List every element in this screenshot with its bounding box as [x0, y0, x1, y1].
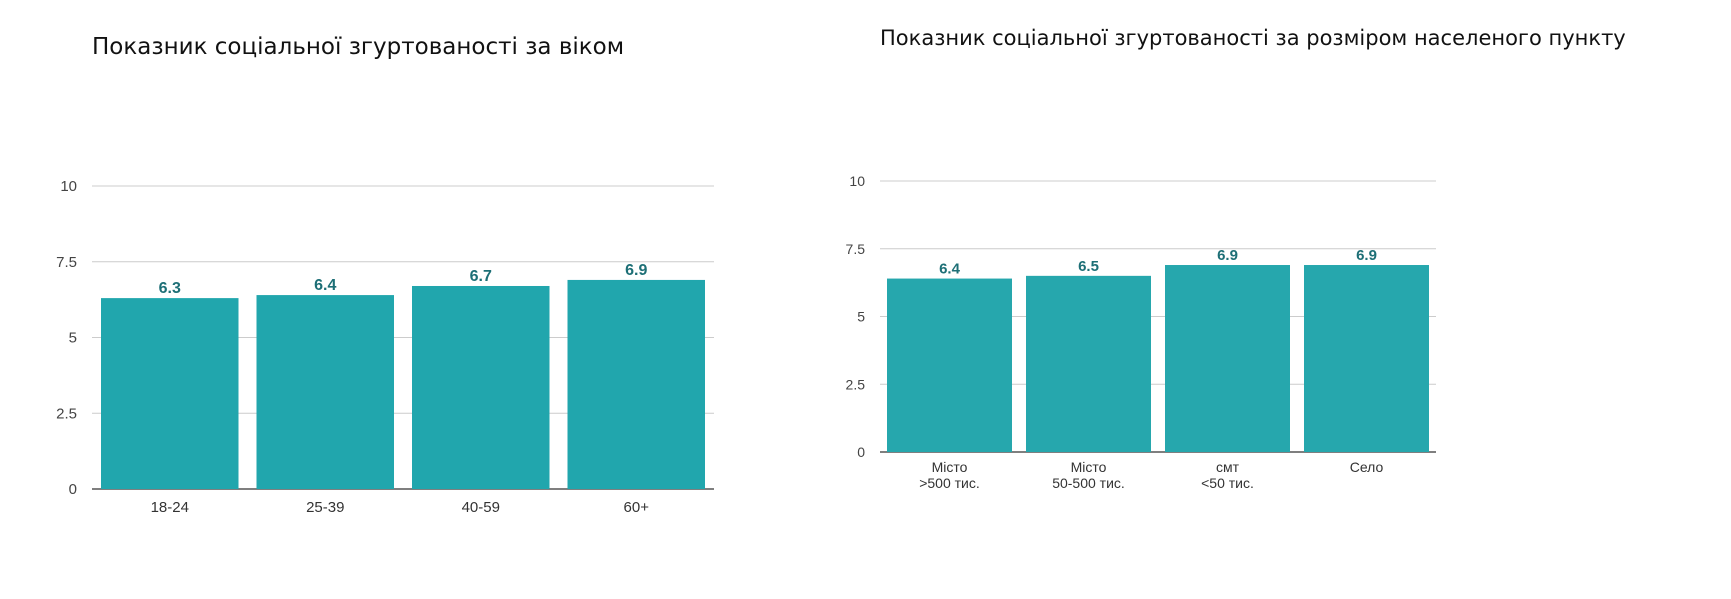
- category-label-age-0-0: 18-24: [151, 499, 189, 516]
- chart-title-settlement-size: Показник соціальної згуртованості за роз…: [880, 26, 1626, 50]
- y-tick-label-age-2: 5: [69, 330, 77, 347]
- category-label-size-1-1: 50-500 тис.: [1052, 475, 1125, 491]
- data-label-size-3: 6.9: [1356, 247, 1377, 264]
- bar-size-0: [887, 278, 1012, 452]
- data-label-age-0: 6.3: [159, 280, 181, 297]
- y-tick-label-size-3: 7.5: [846, 241, 866, 257]
- bar-size-2: [1165, 265, 1290, 452]
- data-label-size-0: 6.4: [939, 261, 961, 278]
- y-tick-label-size-2: 5: [857, 309, 865, 325]
- category-label-size-0-1: >500 тис.: [919, 475, 980, 491]
- data-label-size-2: 6.9: [1217, 247, 1238, 264]
- bar-age-0: [101, 298, 239, 489]
- y-tick-label-size-1: 2.5: [846, 376, 866, 392]
- y-tick-label-size-0: 0: [857, 444, 865, 460]
- category-label-size-3-0: Село: [1350, 459, 1384, 475]
- y-tick-label-size-4: 10: [849, 173, 865, 189]
- chart-title-age: Показник соціальної згуртованості за вік…: [92, 34, 625, 60]
- bar-age-2: [412, 285, 550, 489]
- category-label-age-2-0: 40-59: [462, 499, 500, 516]
- category-label-size-2-0: смт: [1216, 459, 1240, 475]
- bar-age-3: [567, 279, 705, 489]
- data-label-size-1: 6.5: [1078, 258, 1099, 275]
- y-tick-label-age-4: 10: [60, 178, 77, 195]
- y-tick-label-age-0: 0: [69, 481, 77, 498]
- category-label-size-1-0: Місто: [1071, 459, 1107, 475]
- bar-size-1: [1026, 275, 1151, 452]
- data-label-age-3: 6.9: [625, 262, 647, 279]
- category-label-age-3-0: 60+: [624, 499, 650, 516]
- category-label-size-0-0: Місто: [932, 459, 968, 475]
- data-label-age-2: 6.7: [470, 268, 492, 285]
- data-label-age-1: 6.4: [314, 277, 336, 294]
- category-label-size-2-1: <50 тис.: [1201, 475, 1254, 491]
- y-tick-label-age-1: 2.5: [56, 405, 77, 422]
- bar-age-1: [256, 295, 394, 489]
- bar-size-3: [1304, 265, 1429, 452]
- category-label-age-1-0: 25-39: [306, 499, 344, 516]
- y-tick-label-age-3: 7.5: [56, 254, 77, 271]
